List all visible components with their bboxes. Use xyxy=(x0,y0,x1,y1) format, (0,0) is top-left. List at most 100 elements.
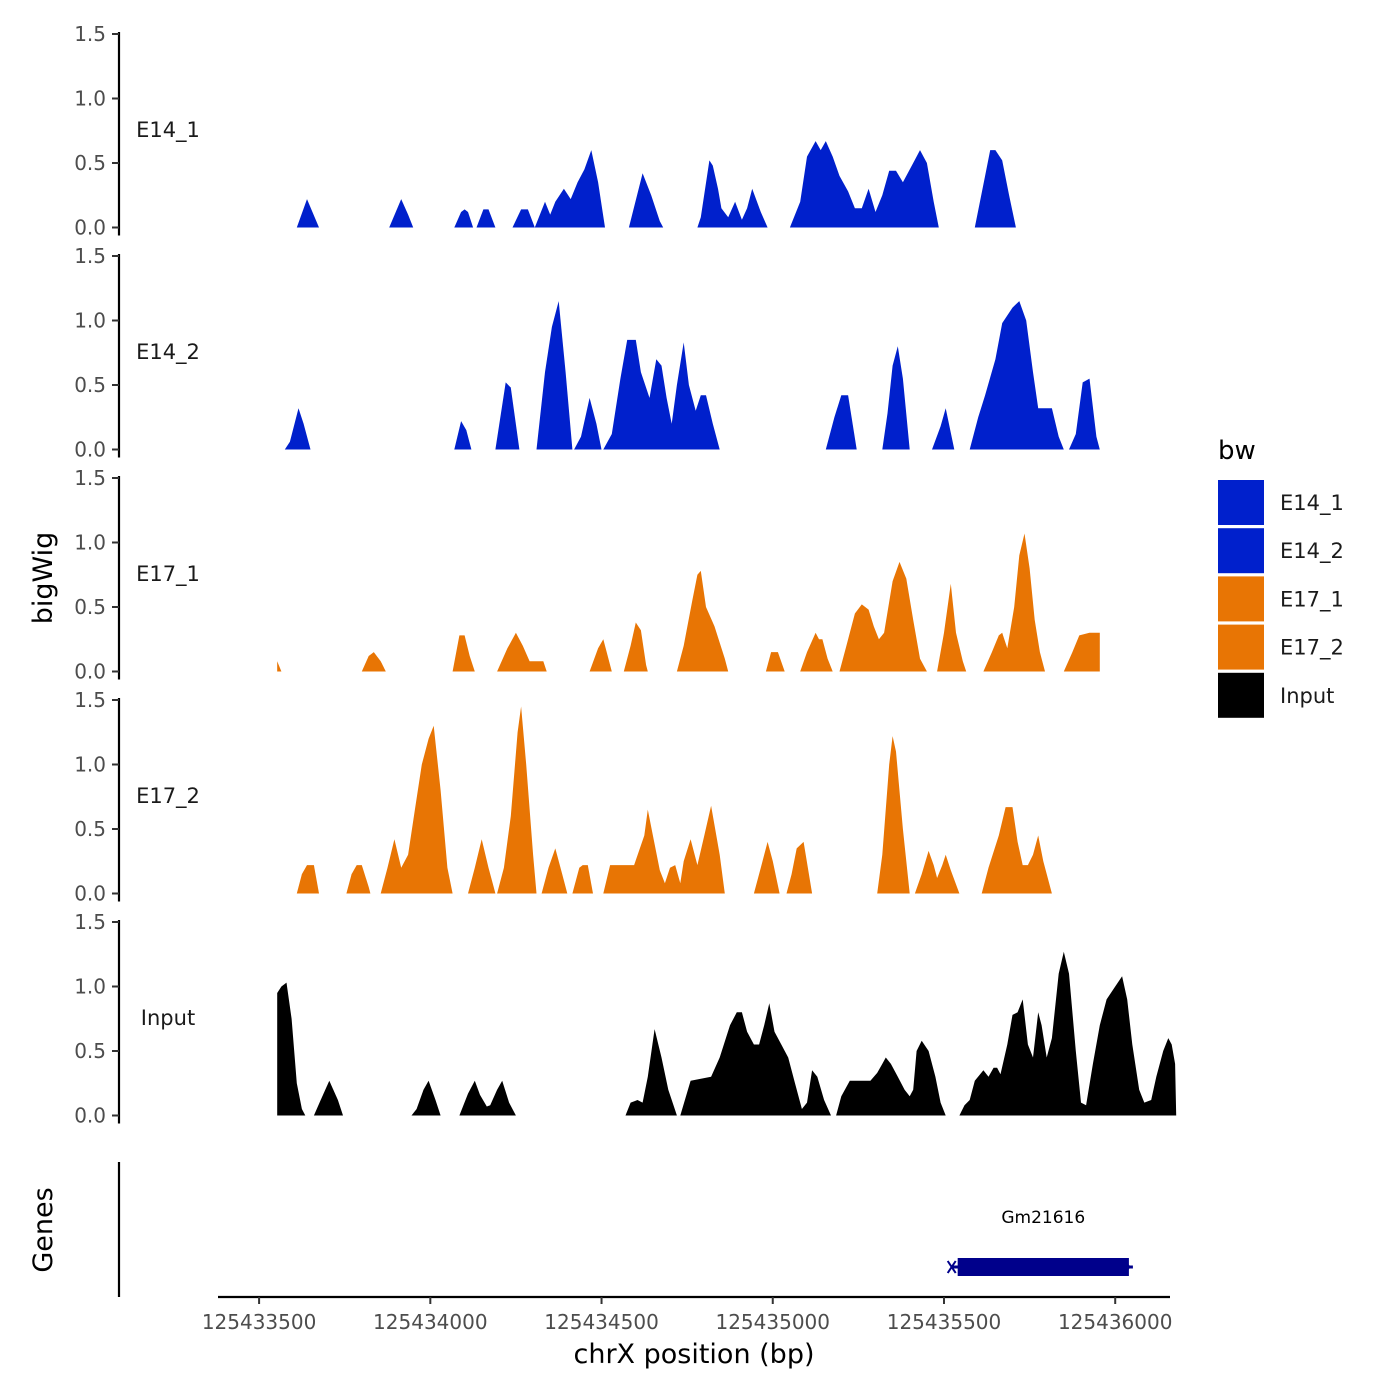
coverage-peak xyxy=(825,395,857,450)
y-tick-label: 1.5 xyxy=(74,22,106,46)
coverage-peak xyxy=(974,150,1016,228)
gene-label: Gm21616 xyxy=(1001,1208,1085,1228)
y-tick-label: 1.0 xyxy=(74,87,106,111)
legend-swatch xyxy=(1218,528,1264,574)
legend-label: E17_2 xyxy=(1280,636,1344,661)
coverage-peak xyxy=(981,807,1052,894)
legend-item-e14-1: E14_1 xyxy=(1218,480,1344,525)
x-axis: 125433500 125434000 125434500 125435000 1254… xyxy=(202,1295,1173,1334)
coverage-peak xyxy=(452,635,475,672)
coverage-peak xyxy=(454,209,474,228)
coverage-peak xyxy=(932,408,955,450)
x-tick-label: 125434500 xyxy=(544,1310,659,1334)
y-tick-label: 0.5 xyxy=(74,817,106,841)
legend-label: E17_1 xyxy=(1280,587,1344,612)
legend: bw E14_1 E14_2 E17_1 E17_2 Input xyxy=(1218,436,1344,718)
track-e14-1: 0.0 0.5 1.0 1.5 E14_1 xyxy=(74,22,1016,240)
track-input: 0.0 0.5 1.0 1.5 Input xyxy=(74,910,1177,1128)
coverage-peak xyxy=(468,839,496,894)
coverage-peak xyxy=(800,632,833,672)
coverage-peak xyxy=(389,199,414,228)
legend-item-e14-2: E14_2 xyxy=(1218,528,1344,574)
y-tick-label: 1.5 xyxy=(74,466,106,490)
x-tick-label: 125436000 xyxy=(1058,1310,1173,1334)
coverage-peak xyxy=(346,865,371,894)
coverage-peak xyxy=(625,1029,677,1116)
coverage-peak xyxy=(753,841,780,894)
y-tick-label: 0.5 xyxy=(74,595,106,619)
coverage-peak xyxy=(765,652,785,672)
gene-exon xyxy=(957,1258,1129,1276)
coverage-peak xyxy=(877,736,910,894)
legend-swatch xyxy=(1218,480,1264,525)
track-label: E14_1 xyxy=(136,118,200,143)
legend-swatch xyxy=(1218,624,1264,670)
coverage-peak xyxy=(497,706,537,894)
coverage-peak xyxy=(680,1003,831,1116)
coverage-peak xyxy=(574,397,602,450)
coverage-peak xyxy=(914,850,960,894)
track-label: E14_2 xyxy=(136,340,200,365)
coverage-peak xyxy=(454,421,472,450)
coverage-peak xyxy=(937,583,967,672)
coverage-peak xyxy=(983,533,1045,672)
coverage-peak xyxy=(603,339,720,450)
tracks-layer: 0.0 0.5 1.0 1.5 E14_1 0.0 0.5 1.0 1.5 E14_2 0.0 0.5… xyxy=(74,22,1177,1128)
coverage-peak xyxy=(541,848,568,894)
legend-swatch xyxy=(1218,672,1264,718)
x-tick-label: 125435000 xyxy=(715,1310,830,1334)
genes-axis-title: Genes xyxy=(28,1187,59,1272)
x-tick-label: 125435500 xyxy=(887,1310,1002,1334)
y-axis-title: bigWig xyxy=(28,532,59,625)
coverage-peak xyxy=(296,865,319,894)
coverage-peak xyxy=(512,209,535,228)
track-e17-1: 0.0 0.5 1.0 1.5 E17_1 xyxy=(74,466,1100,684)
coverage-peak xyxy=(882,346,910,450)
y-tick-label: 0.0 xyxy=(74,216,106,240)
coverage-peak xyxy=(786,841,813,894)
x-tick-label: 125433500 xyxy=(202,1310,317,1334)
coverage-peak xyxy=(836,1040,946,1116)
coverage-peak xyxy=(277,982,306,1116)
coverage-peak xyxy=(284,408,311,450)
coverage-peak xyxy=(495,382,520,450)
coverage-peak xyxy=(969,301,1064,450)
y-tick-label: 1.5 xyxy=(74,910,106,934)
y-tick-label: 1.5 xyxy=(74,688,106,712)
y-tick-label: 1.0 xyxy=(74,309,106,333)
track-e17-2: 0.0 0.5 1.0 1.5 E17_2 xyxy=(74,688,1052,906)
coverage-peak xyxy=(676,570,729,672)
coverage-peak xyxy=(789,141,939,228)
y-tick-label: 0.5 xyxy=(74,373,106,397)
y-tick-label: 1.0 xyxy=(74,531,106,555)
gene-start-icon xyxy=(946,1260,957,1274)
coverage-peak xyxy=(277,661,282,672)
gene-gm21616: Gm21616 xyxy=(946,1208,1133,1276)
coverage-peak xyxy=(603,805,725,894)
legend-item-e17-1: E17_1 xyxy=(1218,576,1344,622)
y-tick-label: 0.0 xyxy=(74,1104,106,1128)
coverage-peak xyxy=(1069,378,1100,450)
coverage-peak xyxy=(697,160,768,228)
gene-end-icon xyxy=(1123,1264,1130,1270)
coverage-peak xyxy=(536,301,573,450)
genes-layer: Gm21616 xyxy=(117,1162,1133,1297)
legend-label: E14_1 xyxy=(1280,491,1344,516)
coverage-peak xyxy=(839,561,927,672)
track-label: Input xyxy=(141,1006,195,1030)
track-e14-2: 0.0 0.5 1.0 1.5 E14_2 xyxy=(74,244,1100,462)
coverage-peak xyxy=(628,173,664,228)
y-tick-label: 1.5 xyxy=(74,244,106,268)
y-tick-label: 0.0 xyxy=(74,438,106,462)
coverage-peak xyxy=(476,209,496,228)
coverage-peak xyxy=(623,622,648,672)
y-tick-label: 0.0 xyxy=(74,660,106,684)
coverage-peak xyxy=(459,1080,516,1116)
coverage-peak xyxy=(534,150,605,228)
legend-label: Input xyxy=(1280,684,1334,708)
coverage-peak xyxy=(313,1080,343,1116)
legend-title: bw xyxy=(1218,436,1256,466)
coverage-peak xyxy=(1063,632,1100,672)
y-tick-label: 0.5 xyxy=(74,151,106,175)
